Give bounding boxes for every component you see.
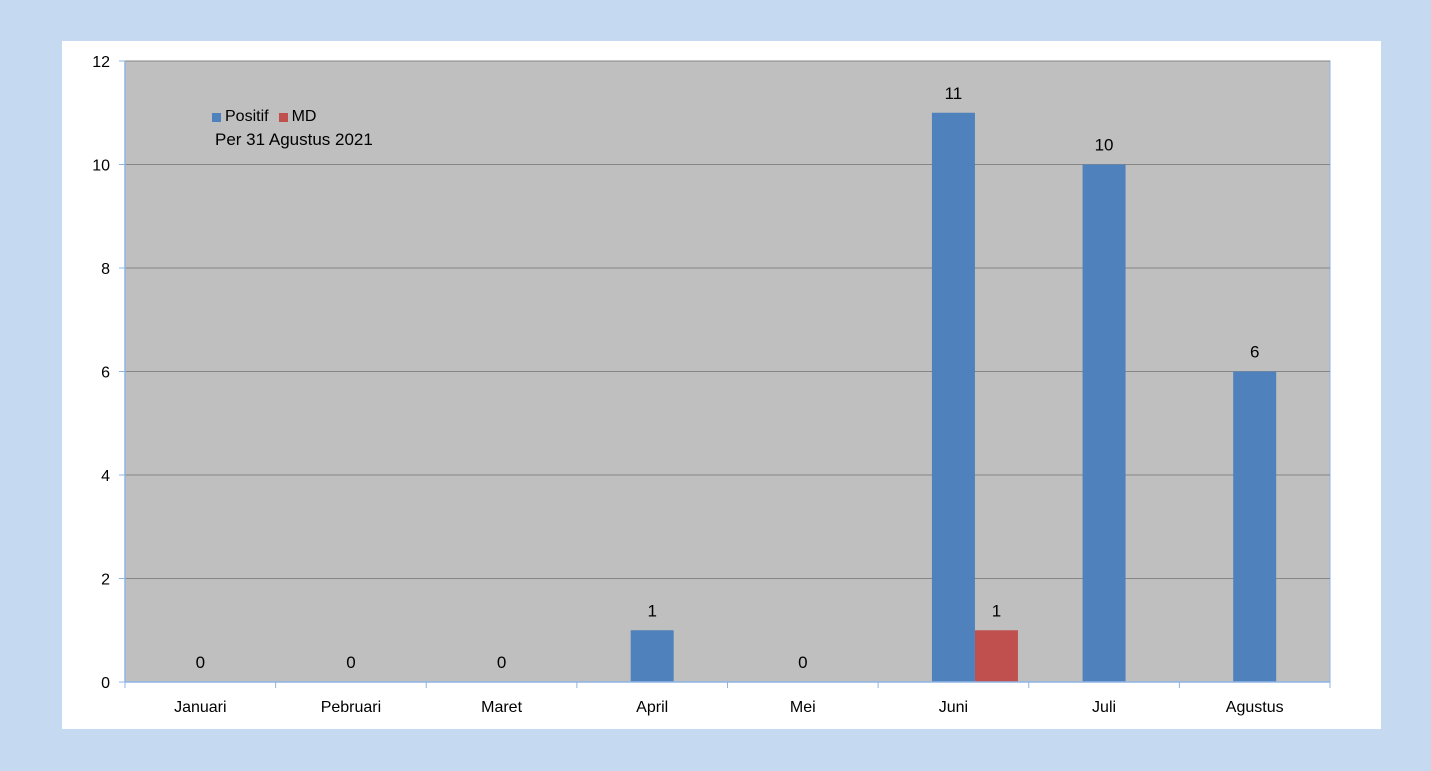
y-tick-label: 0 <box>101 675 110 692</box>
y-tick-label: 4 <box>101 468 110 485</box>
data-label: 0 <box>798 653 807 672</box>
x-tick-label: April <box>636 699 668 716</box>
bar-md-juni <box>974 630 1018 682</box>
x-tick-label: Juli <box>1092 699 1116 716</box>
x-tick-label: Mei <box>790 699 816 716</box>
x-tick-label: Pebruari <box>321 699 381 716</box>
legend-label-md: MD <box>291 108 317 125</box>
legend: Positif MD Per 31 Agustus 2021 <box>212 107 373 150</box>
x-tick-label: Maret <box>481 699 522 716</box>
legend-swatch-positif <box>212 112 221 122</box>
data-label: 11 <box>945 84 963 103</box>
bar-positif-agustus <box>1233 371 1277 682</box>
y-tick-label: 2 <box>101 572 110 589</box>
x-tick-label: Agustus <box>1226 699 1284 716</box>
data-label: 0 <box>497 653 506 672</box>
y-tick-label: 6 <box>101 365 110 382</box>
legend-label-positif: Positif <box>225 108 269 125</box>
legend-swatch-md <box>278 112 288 122</box>
bar-positif-april <box>630 630 674 682</box>
bar-positif-juli <box>1082 164 1126 682</box>
bar-positif-juni <box>931 112 975 682</box>
data-label: 1 <box>647 601 656 620</box>
x-tick-label: Januari <box>174 699 226 716</box>
x-tick-label: Juni <box>939 699 968 716</box>
y-tick-label: 12 <box>92 54 110 71</box>
data-label: 0 <box>196 653 205 672</box>
y-tick-label: 10 <box>92 158 110 175</box>
data-label: 1 <box>992 601 1001 620</box>
data-label: 0 <box>346 653 355 672</box>
chart-subtitle: Per 31 Agustus 2021 <box>215 130 373 149</box>
data-label: 6 <box>1250 343 1259 362</box>
y-tick-label: 8 <box>101 261 110 278</box>
data-label: 10 <box>1095 136 1114 155</box>
